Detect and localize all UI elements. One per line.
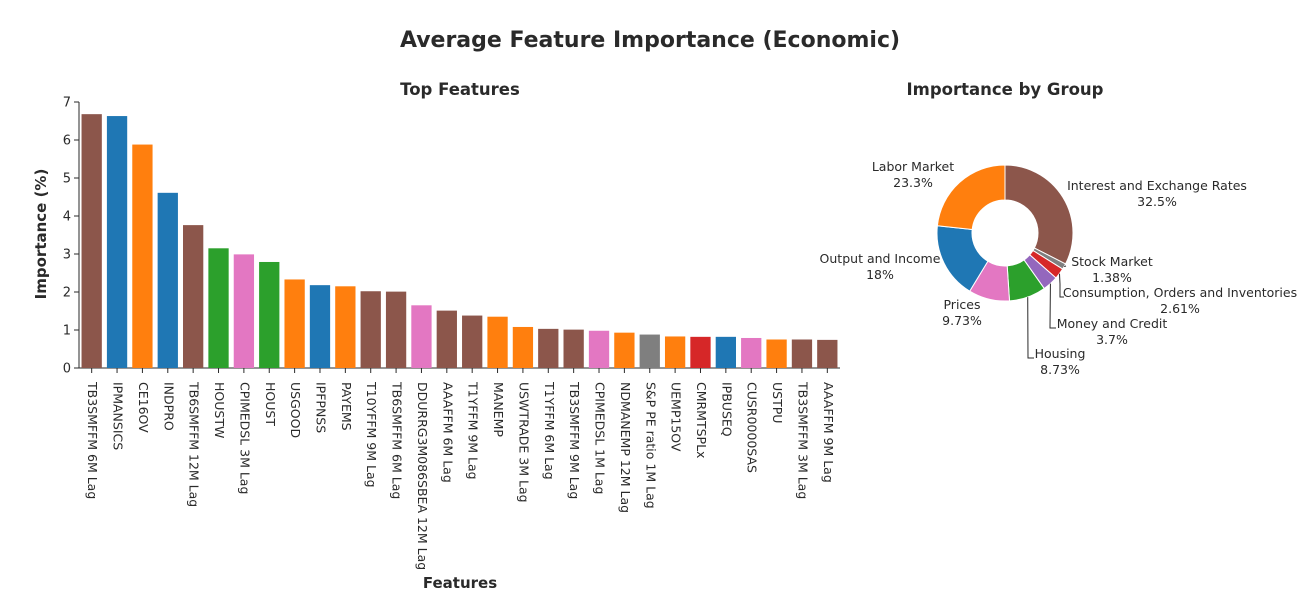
bar — [791, 339, 813, 368]
x-tick-label: INDPRO — [161, 382, 176, 431]
bar — [233, 254, 255, 368]
x-axis-title: Features — [423, 574, 497, 592]
bar — [817, 339, 838, 368]
x-tick-label: T1YFFM 6M Lag — [542, 381, 557, 480]
bar — [157, 192, 178, 368]
pie-slice-label: Labor Market — [872, 159, 954, 174]
y-tick-label: 1 — [63, 324, 71, 339]
x-tick-label: DDURRG3M086SBEA 12M Lag — [415, 382, 430, 570]
pie-leader-line — [1064, 265, 1067, 268]
pie-slice-percent: 2.61% — [1160, 301, 1200, 316]
x-tick-label: AAAFFM 6M Lag — [440, 382, 455, 483]
x-tick-label: CE16OV — [136, 382, 151, 433]
bar — [462, 315, 483, 368]
x-tick-label: CMRMTSPLx — [694, 382, 709, 458]
x-tick-label: MANEMP — [491, 382, 506, 437]
page-title: Average Feature Importance (Economic) — [399, 28, 901, 53]
x-tick-label: AAAFFM 9M Lag — [821, 382, 836, 483]
x-tick-label: TB6SMFFM 12M Lag — [187, 381, 202, 507]
bar — [588, 330, 610, 368]
x-tick-label: IPMANSICS — [111, 382, 126, 450]
bar — [563, 329, 584, 368]
bar — [132, 144, 153, 368]
bar — [741, 337, 762, 368]
x-tick-label: IPFPNSS — [313, 382, 328, 433]
y-tick-label: 6 — [63, 134, 71, 149]
bar — [183, 225, 204, 368]
bar — [106, 116, 128, 368]
x-tick-label: CPIMEDSL 1M Lag — [593, 382, 608, 494]
y-tick-label: 5 — [63, 172, 71, 187]
y-tick-label: 2 — [63, 286, 71, 301]
pie-slice-percent: 18% — [866, 267, 894, 282]
x-tick-label: PAYEMS — [339, 382, 354, 431]
pie-slice-label: Stock Market — [1071, 254, 1153, 269]
x-tick-label: UEMP15OV — [669, 382, 684, 452]
x-tick-label: HOUSTW — [212, 382, 227, 438]
bar — [614, 332, 635, 368]
y-tick-label: 3 — [63, 248, 71, 263]
pie-slice-label: Interest and Exchange Rates — [1067, 178, 1247, 193]
x-tick-label: TB6SMFFM 6M Lag — [390, 381, 405, 499]
pie-slice-percent: 32.5% — [1137, 194, 1177, 209]
pie-slice — [1004, 164, 1074, 265]
y-axis-title: Importance (%) — [32, 169, 50, 300]
x-tick-label: CUSR0000SAS — [745, 382, 760, 473]
bar — [664, 336, 686, 368]
pie-slice-label: Money and Credit — [1057, 316, 1168, 331]
pie-slice — [936, 164, 1006, 231]
bar — [639, 334, 660, 368]
pie-slice-percent: 9.73% — [942, 313, 982, 328]
bar — [360, 291, 381, 368]
pie-slice-label: Prices — [943, 297, 980, 312]
bar-chart-title: Top Features — [400, 80, 520, 99]
bar — [538, 328, 559, 368]
bar — [512, 326, 534, 368]
bar-chart: 0 1 2 3 4 5 6 7 TB3SMFFM 6M Lag IPMANSICS CE16OV IN… — [63, 96, 840, 570]
bar — [690, 336, 711, 368]
pie-chart-title: Importance by Group — [907, 80, 1104, 99]
pie-slice-percent: 1.38% — [1092, 270, 1132, 285]
x-tick-label: TB3SMFFM 6M Lag — [85, 381, 100, 499]
bar — [715, 336, 736, 368]
bar — [284, 279, 305, 368]
bar — [411, 305, 432, 368]
bar — [487, 316, 508, 368]
x-tick-label: USWTRADE 3M Lag — [516, 382, 531, 503]
x-tick-label: S&P PE ratio 1M Lag — [643, 382, 658, 509]
bar — [81, 114, 102, 368]
x-tick-label: CPIMEDSL 3M Lag — [237, 382, 252, 494]
pie-slice-percent: 8.73% — [1040, 362, 1080, 377]
bar — [766, 339, 787, 368]
x-tick-label: USTPU — [770, 382, 785, 423]
x-tick-label: T1YFFM 9M Lag — [466, 381, 481, 480]
y-tick-label: 0 — [63, 362, 71, 377]
y-tick-label: 4 — [63, 210, 71, 225]
bar — [208, 248, 229, 368]
bar — [259, 261, 280, 368]
pie-leader-line — [1059, 273, 1064, 298]
x-tick-label: T10YFFM 9M Lag — [364, 381, 379, 488]
bar — [335, 286, 356, 368]
bar — [385, 291, 407, 368]
x-tick-label: TB3SMFFM 3M Lag — [795, 381, 810, 499]
pie-leader-line — [1027, 297, 1034, 359]
pie-slice-percent: 23.3% — [893, 175, 933, 190]
pie-slice-label: Consumption, Orders and Inventories — [1063, 285, 1297, 300]
bar — [436, 310, 457, 368]
x-tick-label: NDMANEMP 12M Lag — [618, 382, 633, 513]
x-tick-label: TB3SMFFM 9M Lag — [567, 381, 582, 499]
pie-slice-label: Housing — [1035, 346, 1086, 361]
x-tick-label: IPBUSEQ — [719, 382, 734, 437]
pie-slice-percent: 3.7% — [1096, 332, 1128, 347]
pie-leader-line — [1049, 283, 1056, 329]
pie-slice-label: Output and Income — [820, 251, 941, 266]
x-tick-label: USGOOD — [288, 382, 303, 438]
bar — [309, 285, 331, 368]
x-tick-label: HOUST — [263, 382, 278, 426]
y-tick-label: 7 — [63, 96, 71, 111]
